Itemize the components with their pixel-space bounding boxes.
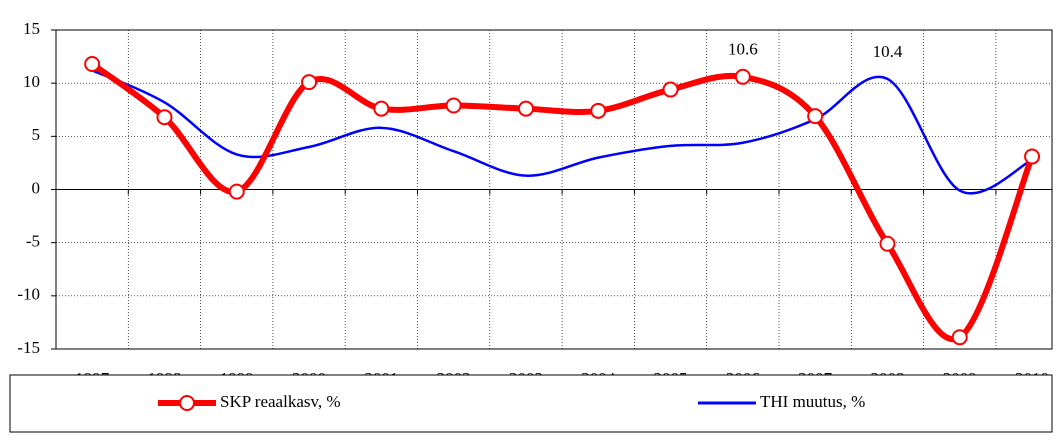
marker <box>807 108 824 125</box>
data-label: 10.4 <box>873 42 903 61</box>
marker <box>879 235 896 252</box>
marker <box>662 81 679 98</box>
marker <box>951 329 968 346</box>
marker <box>301 74 318 91</box>
marker <box>228 183 245 200</box>
marker <box>156 109 173 126</box>
marker <box>1024 148 1041 165</box>
y-tick-label: -15 <box>17 338 40 357</box>
data-label: 10.6 <box>728 40 758 59</box>
y-tick-label: 0 <box>32 178 41 197</box>
y-tick-label: 5 <box>32 125 41 144</box>
marker <box>517 100 534 117</box>
marker <box>373 100 390 117</box>
series-line <box>91 69 1033 195</box>
marker <box>734 68 751 85</box>
legend-label: THI muutus, % <box>760 392 865 411</box>
marker <box>590 102 607 119</box>
legend-label: SKP reaalkasv, % <box>220 392 341 411</box>
y-tick-label: 15 <box>23 19 40 38</box>
marker <box>84 56 101 73</box>
y-tick-label: 10 <box>23 72 40 91</box>
legend-marker <box>179 395 195 411</box>
y-tick-label: -5 <box>26 232 40 251</box>
y-tick-label: -10 <box>17 285 40 304</box>
marker <box>445 97 462 114</box>
series-line <box>90 61 1035 343</box>
